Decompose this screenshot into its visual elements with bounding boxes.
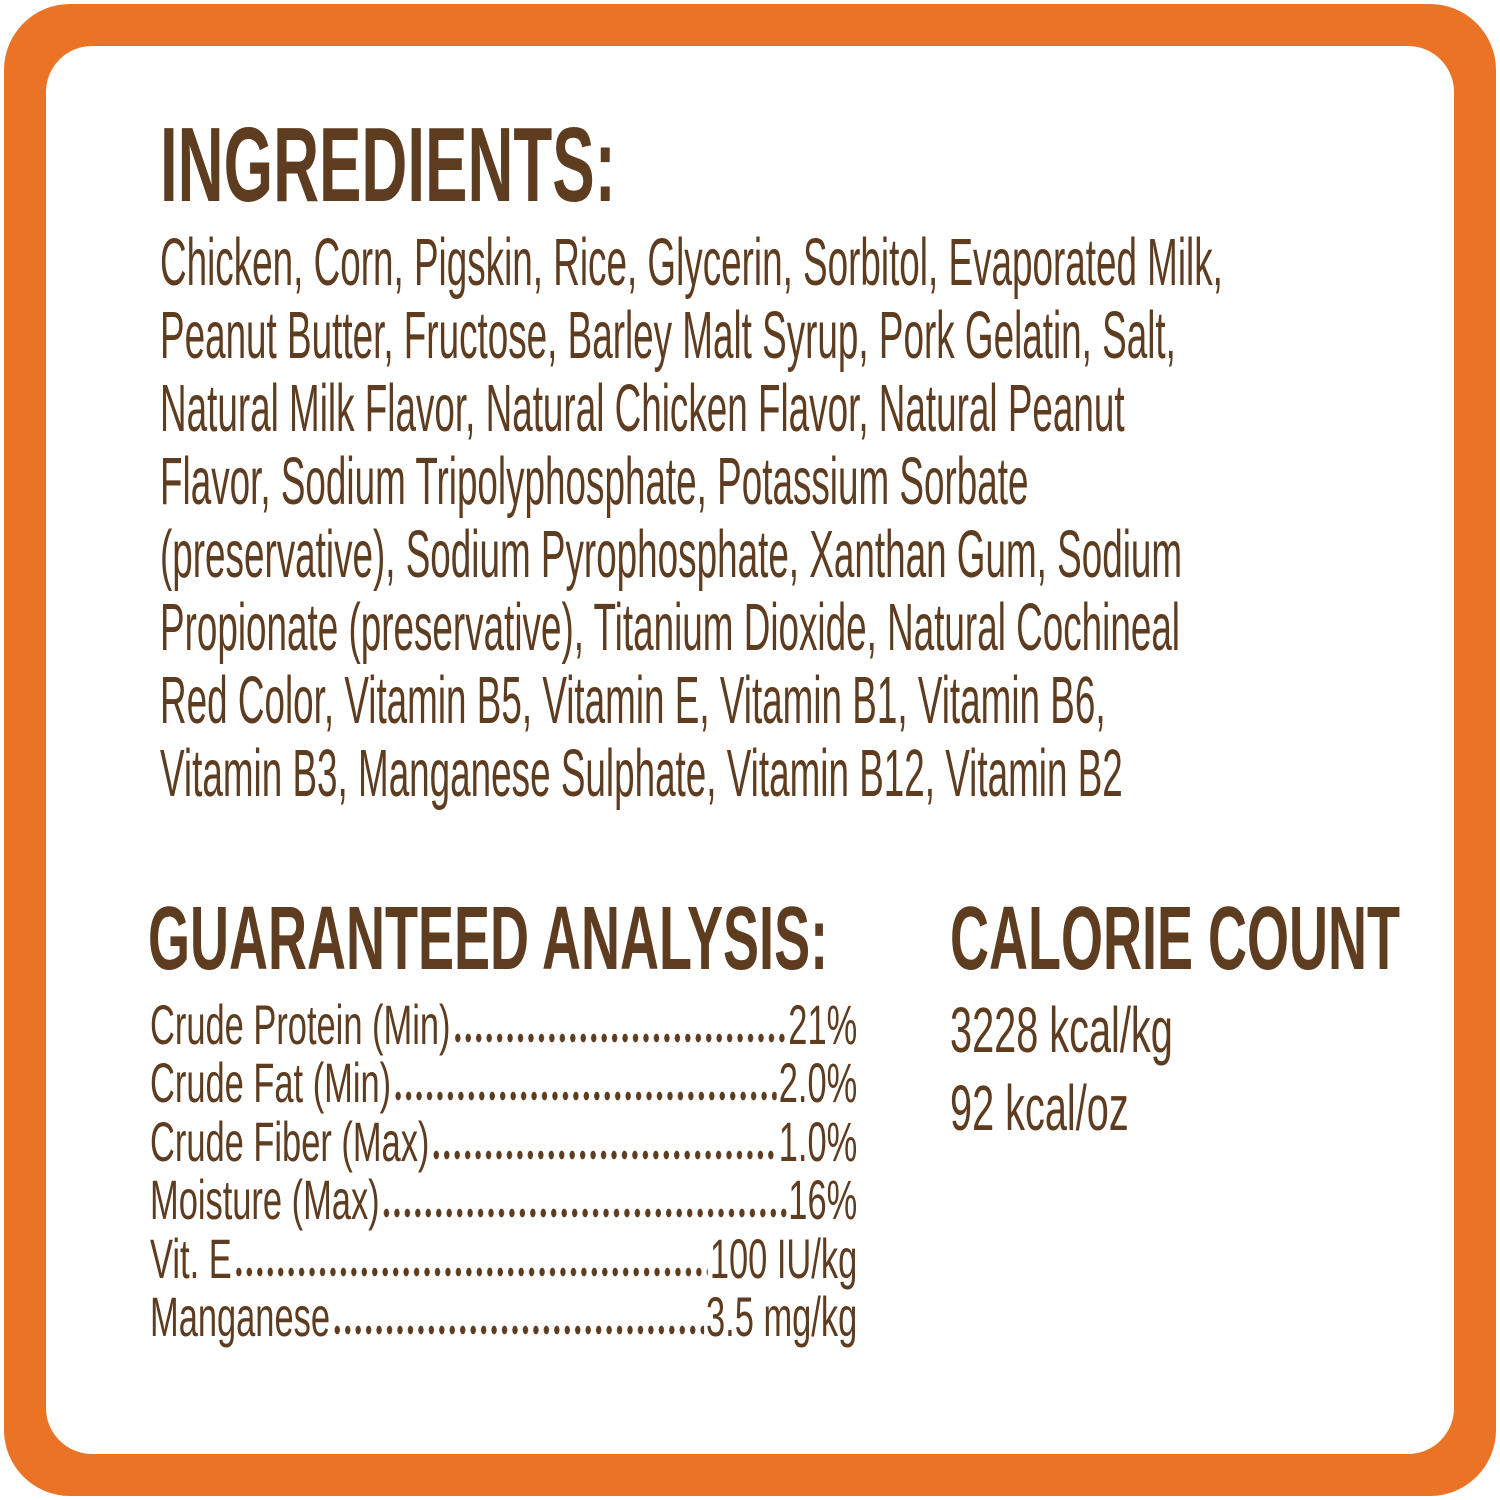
analysis-row: Crude Protein (Min) 21% — [150, 993, 858, 1056]
analysis-row: Crude Fiber (Max) 1.0% — [150, 1109, 858, 1173]
analysis-row-value: 3.5 mg/kg — [706, 1284, 858, 1348]
ingredients-text: Chicken, Corn, Pigskin, Rice, Glycerin, … — [160, 225, 1223, 811]
analysis-row-label: Crude Fat (Min) — [150, 1051, 392, 1115]
calorie-per-oz: 92 kcal/oz — [950, 1072, 1129, 1144]
guaranteed-analysis-title: GUARANTEED ANALYSIS: — [148, 889, 829, 989]
label-panel — [46, 46, 1454, 1454]
dot-leader — [331, 1295, 705, 1336]
analysis-row-value: 16% — [788, 1168, 858, 1232]
dot-leader — [431, 1120, 777, 1161]
analysis-row: Vit. E 100 IU/kg — [150, 1226, 858, 1290]
analysis-row-label: Moisture (Max) — [150, 1168, 380, 1232]
analysis-row-label: Crude Fiber (Max) — [150, 1109, 430, 1173]
dot-leader — [381, 1179, 787, 1220]
analysis-row: Crude Fat (Min) 2.0% — [150, 1051, 858, 1115]
ingredients-title: INGREDIENTS: — [160, 106, 616, 224]
calorie-count-title: CALORIE COUNT — [950, 889, 1400, 989]
analysis-row-value: 21% — [788, 993, 858, 1056]
analysis-row-value: 1.0% — [778, 1109, 858, 1173]
analysis-row-label: Manganese — [150, 1284, 330, 1348]
analysis-row: Moisture (Max) 16% — [150, 1168, 858, 1232]
analysis-row-value: 2.0% — [778, 1051, 858, 1115]
analysis-row-label: Vit. E — [150, 1226, 232, 1290]
analysis-row: Manganese 3.5 mg/kg — [150, 1284, 858, 1348]
dot-leader — [233, 1237, 708, 1278]
dot-leader — [452, 1004, 787, 1044]
guaranteed-analysis-table: Crude Protein (Min) 21% Crude Fat (Min) … — [150, 993, 858, 1348]
dot-leader — [392, 1062, 777, 1103]
analysis-row-value: 100 IU/kg — [709, 1226, 858, 1290]
calorie-per-kg: 3228 kcal/kg — [950, 994, 1173, 1066]
analysis-row-label: Crude Protein (Min) — [150, 993, 451, 1056]
